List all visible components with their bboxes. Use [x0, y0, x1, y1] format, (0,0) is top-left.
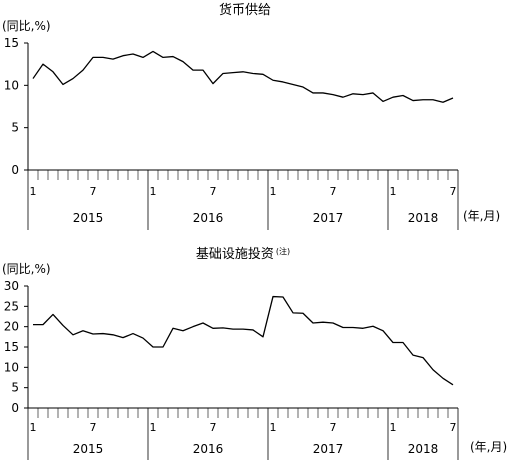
- month-label: 1: [270, 421, 277, 434]
- chart2-title-text: 基础设施投资: [196, 246, 274, 262]
- y-tick-label: 0: [11, 401, 19, 415]
- y-tick-label: 10: [4, 360, 19, 374]
- chart1-title: 货币供给: [219, 2, 271, 18]
- month-label: 1: [30, 185, 37, 198]
- month-label: 1: [150, 185, 157, 198]
- chart1-axes: 0 5 10 15: [4, 36, 459, 230]
- year-label: 2017: [313, 211, 344, 225]
- month-label: 1: [390, 421, 397, 434]
- month-label: 1: [270, 185, 277, 198]
- year-label: 2016: [193, 211, 224, 225]
- chart2-x-unit-label: (年,月): [470, 440, 507, 454]
- series-line: [32, 50, 454, 103]
- chart1-unit-label: (同比,%): [2, 19, 51, 33]
- y-tick-label: 10: [4, 78, 19, 92]
- year-label: 2015: [73, 442, 104, 456]
- month-label: 7: [450, 185, 457, 198]
- month-label: 7: [450, 421, 457, 434]
- month-label: 7: [90, 185, 97, 198]
- month-label: 7: [330, 185, 337, 198]
- year-label: 2016: [193, 442, 224, 456]
- chart2-title-note: (注): [276, 246, 290, 256]
- month-label: 7: [210, 421, 217, 434]
- chart1-marks: 1 7 1 7 1 7 1 7 2015 2016 2017 2018: [30, 50, 457, 225]
- year-label: 2018: [408, 211, 439, 225]
- y-tick-label: 30: [4, 279, 19, 293]
- month-label: 1: [390, 185, 397, 198]
- month-label: 7: [90, 421, 97, 434]
- year-label: 2015: [73, 211, 104, 225]
- month-label: 7: [210, 185, 217, 198]
- month-label: 1: [150, 421, 157, 434]
- month-label: 1: [30, 421, 37, 434]
- y-tick-label: 0: [11, 163, 19, 177]
- chart2-axes: 0 5 10 15 20 25 30: [4, 279, 459, 460]
- y-tick-label: 20: [4, 320, 19, 334]
- y-tick-label: 5: [11, 121, 19, 135]
- y-tick-label: 15: [4, 36, 19, 50]
- chart2-title: 基础设施投资 (注): [196, 246, 290, 262]
- y-tick-label: 5: [11, 381, 19, 395]
- chart1-x-unit-label: (年,月): [463, 209, 500, 223]
- y-tick-label: 15: [4, 340, 19, 354]
- month-label: 7: [330, 421, 337, 434]
- y-tick-label: 25: [4, 299, 19, 313]
- chart2-unit-label: (同比,%): [2, 262, 51, 276]
- chart2-marks: 1 7 1 7 1 7 1 7 2015 2016 2017 2018: [30, 295, 457, 456]
- series-line: [33, 295, 454, 386]
- year-label: 2017: [313, 442, 344, 456]
- year-label: 2018: [408, 442, 439, 456]
